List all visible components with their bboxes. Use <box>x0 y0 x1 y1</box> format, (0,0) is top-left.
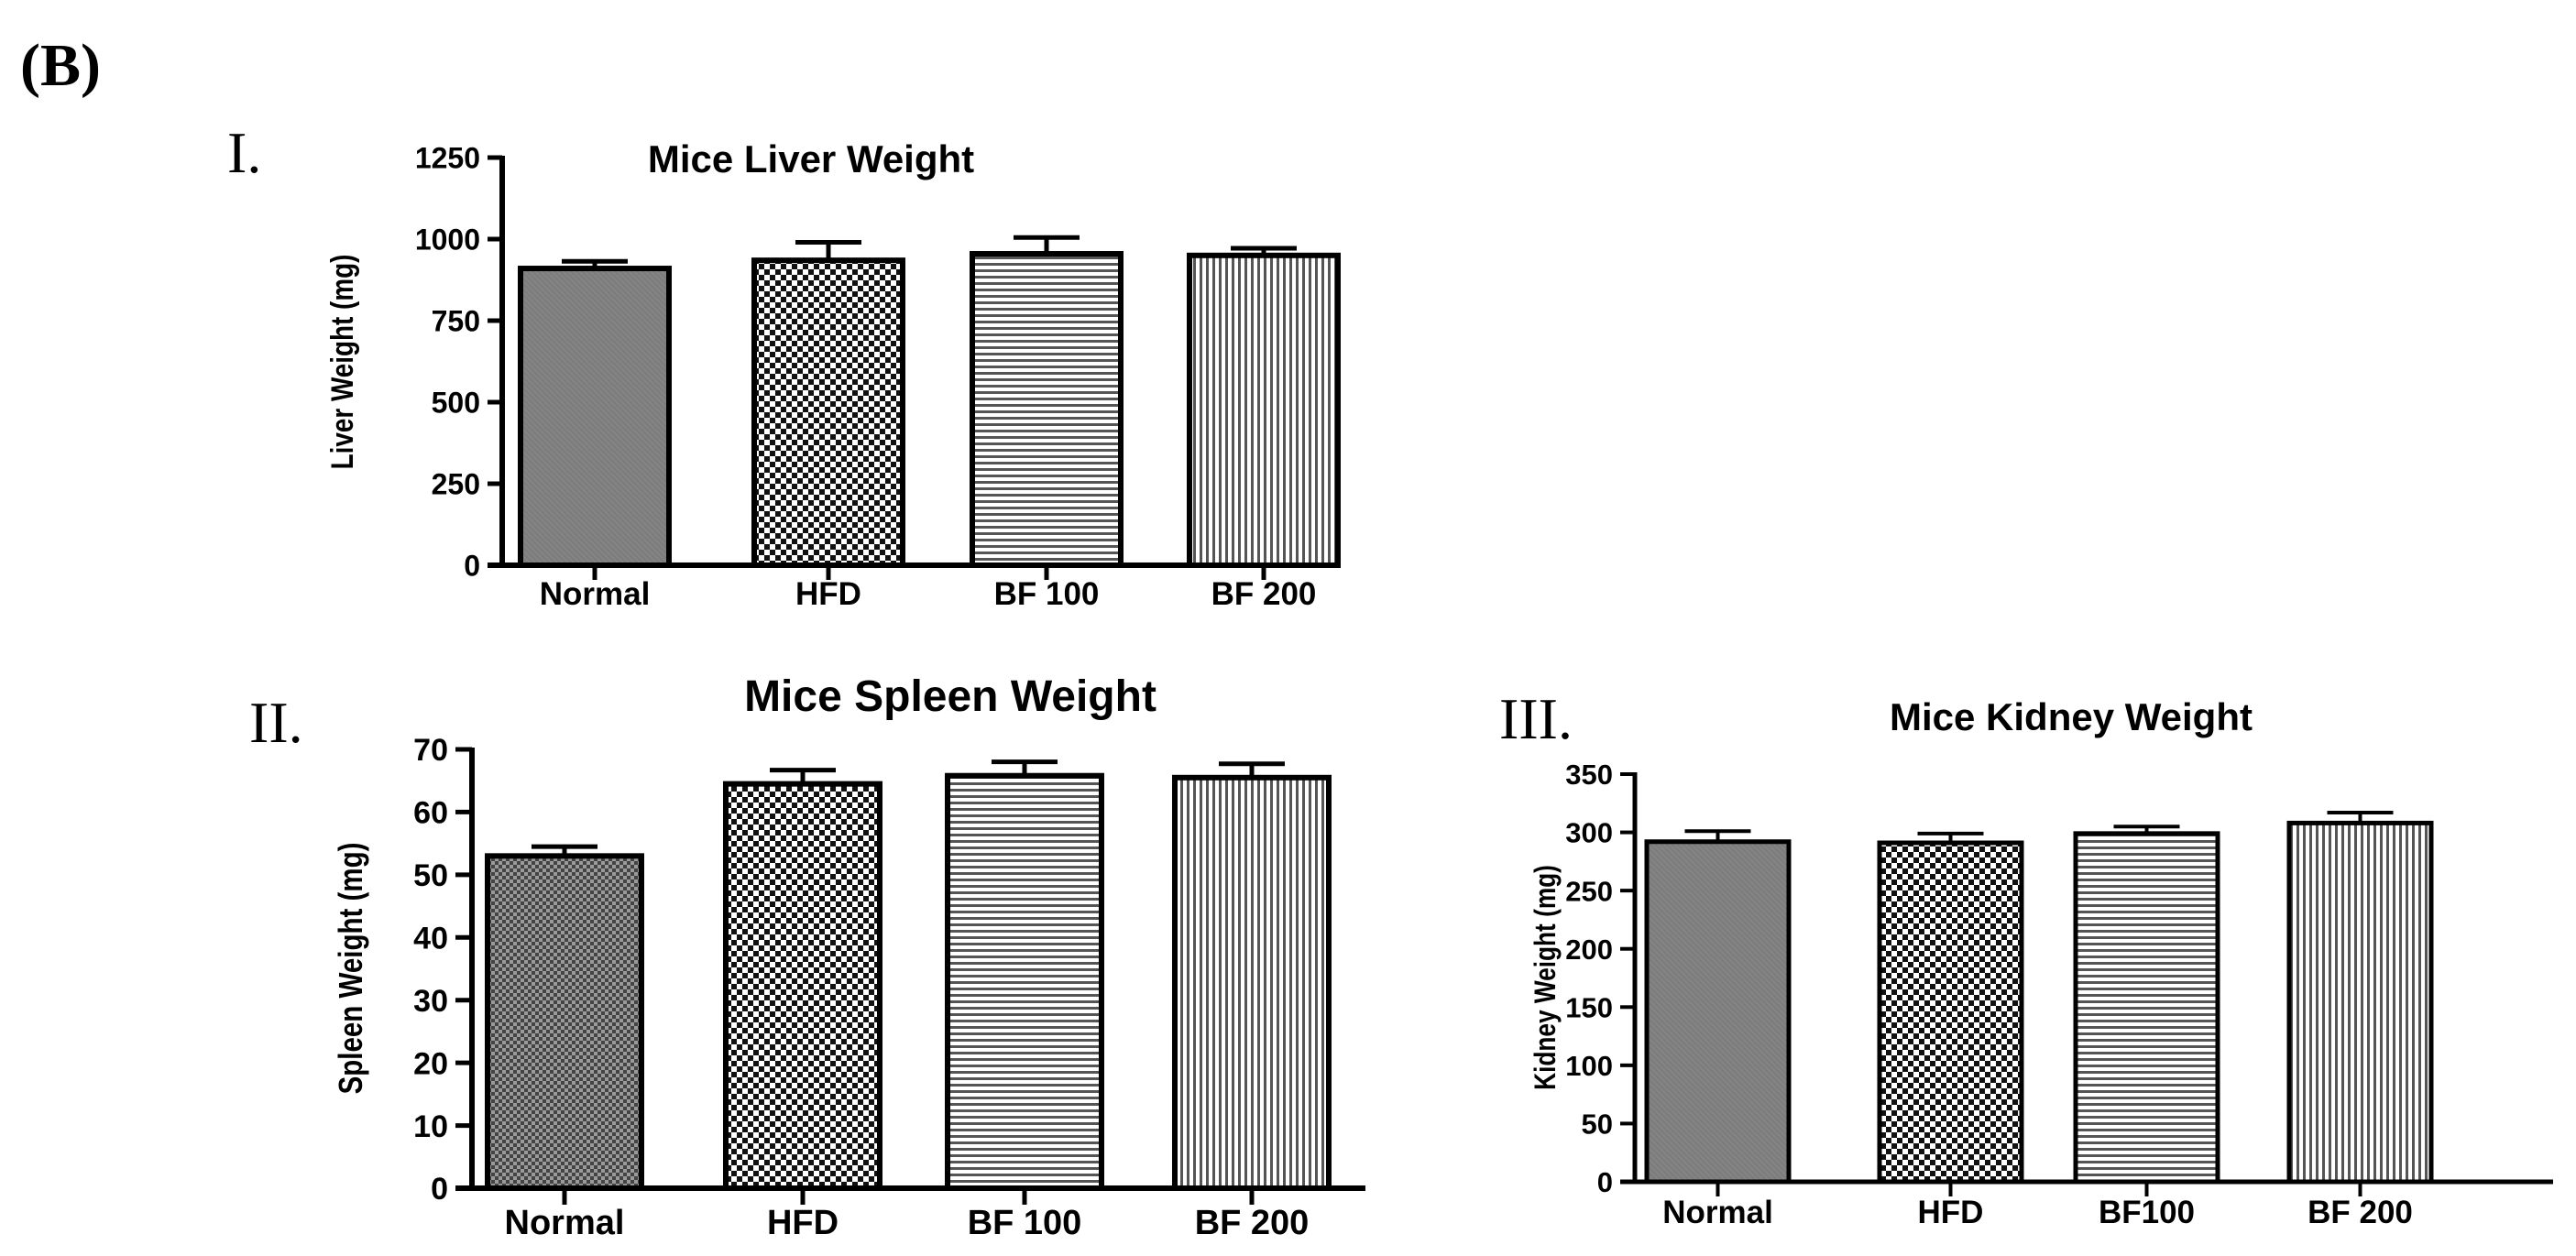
panel-numeral-ii: II. <box>249 690 303 755</box>
x-tick-label: HFD <box>795 576 861 612</box>
y-axis-label: Spleen Weight (mg) <box>332 843 368 1095</box>
y-tick-label: 10 <box>413 1109 448 1144</box>
chart-title: Mice Kidney Weight <box>1890 695 2253 738</box>
y-tick-label: 1000 <box>415 224 480 257</box>
y-tick-label: 750 <box>432 305 480 338</box>
y-tick-label: 1250 <box>415 142 480 175</box>
y-tick-label: 50 <box>1582 1109 1613 1141</box>
y-tick-label: 500 <box>432 387 480 420</box>
x-tick-label: Normal <box>1662 1195 1773 1230</box>
spleen-weight-chart: Mice Spleen Weight Spleen Weight (mg) 0 10 2… <box>332 672 1365 1242</box>
x-tick-label: HFD <box>1918 1195 1984 1230</box>
x-tick-label: BF 100 <box>968 1204 1082 1242</box>
y-tick-label: 250 <box>432 468 480 501</box>
y-tick-label: 350 <box>1565 759 1613 791</box>
y-axis-label: Kidney Weight (mg) <box>1530 865 1562 1090</box>
y-tick-label: 30 <box>413 984 448 1019</box>
panel-letter: (B) <box>20 32 101 99</box>
y-tick-label: 0 <box>464 550 480 583</box>
liver-weight-chart: Mice Liver Weight Liver Weight (mg) 0 250 50… <box>324 137 1341 612</box>
x-tick-label: HFD <box>767 1204 839 1242</box>
x-tick-label: BF 200 <box>2307 1195 2413 1230</box>
y-tick-label: 150 <box>1565 991 1613 1023</box>
y-axis-label: Liver Weight (mg) <box>324 255 359 470</box>
bar-hfd <box>723 781 882 1192</box>
bar-hfd <box>751 257 905 568</box>
bar-bf100 <box>970 251 1124 568</box>
bar-bf100 <box>2073 831 2220 1185</box>
x-tick-label: BF 200 <box>1195 1204 1310 1242</box>
y-tick-label: 300 <box>1565 817 1613 849</box>
y-tick-label: 0 <box>431 1172 448 1207</box>
bar-normal <box>518 266 672 568</box>
x-tick-label: BF 200 <box>1211 576 1317 612</box>
x-tick-label: Normal <box>505 1204 625 1242</box>
panel-numeral-iii: III. <box>1499 686 1573 751</box>
y-tick-label: 0 <box>1597 1166 1613 1198</box>
bar-normal <box>485 853 644 1191</box>
y-tick-label: 70 <box>413 733 448 768</box>
chart-title: Mice Spleen Weight <box>744 672 1156 721</box>
y-tick-label: 100 <box>1565 1050 1613 1082</box>
x-tick-label: BF100 <box>2099 1195 2195 1230</box>
bar-bf200 <box>1187 252 1341 568</box>
panel-numeral-i: I. <box>227 120 261 185</box>
chart-title: Mice Liver Weight <box>648 137 974 180</box>
bar-bf200 <box>2286 820 2434 1185</box>
bar-bf100 <box>945 772 1104 1191</box>
bar-hfd <box>1877 840 2024 1185</box>
y-tick-label: 50 <box>413 858 448 893</box>
x-tick-label: Normal <box>540 576 651 612</box>
y-tick-label: 250 <box>1565 875 1613 907</box>
x-tick-label: BF 100 <box>994 576 1100 612</box>
y-tick-label: 40 <box>413 922 448 956</box>
y-tick-label: 60 <box>413 796 448 831</box>
kidney-weight-chart: Mice Kidney Weight Kidney Weight (mg) 0 50 1… <box>1530 695 2553 1230</box>
bar-bf200 <box>1172 774 1332 1191</box>
y-tick-label: 200 <box>1565 934 1613 966</box>
bar-normal <box>1644 839 1792 1185</box>
y-tick-label: 20 <box>413 1046 448 1081</box>
